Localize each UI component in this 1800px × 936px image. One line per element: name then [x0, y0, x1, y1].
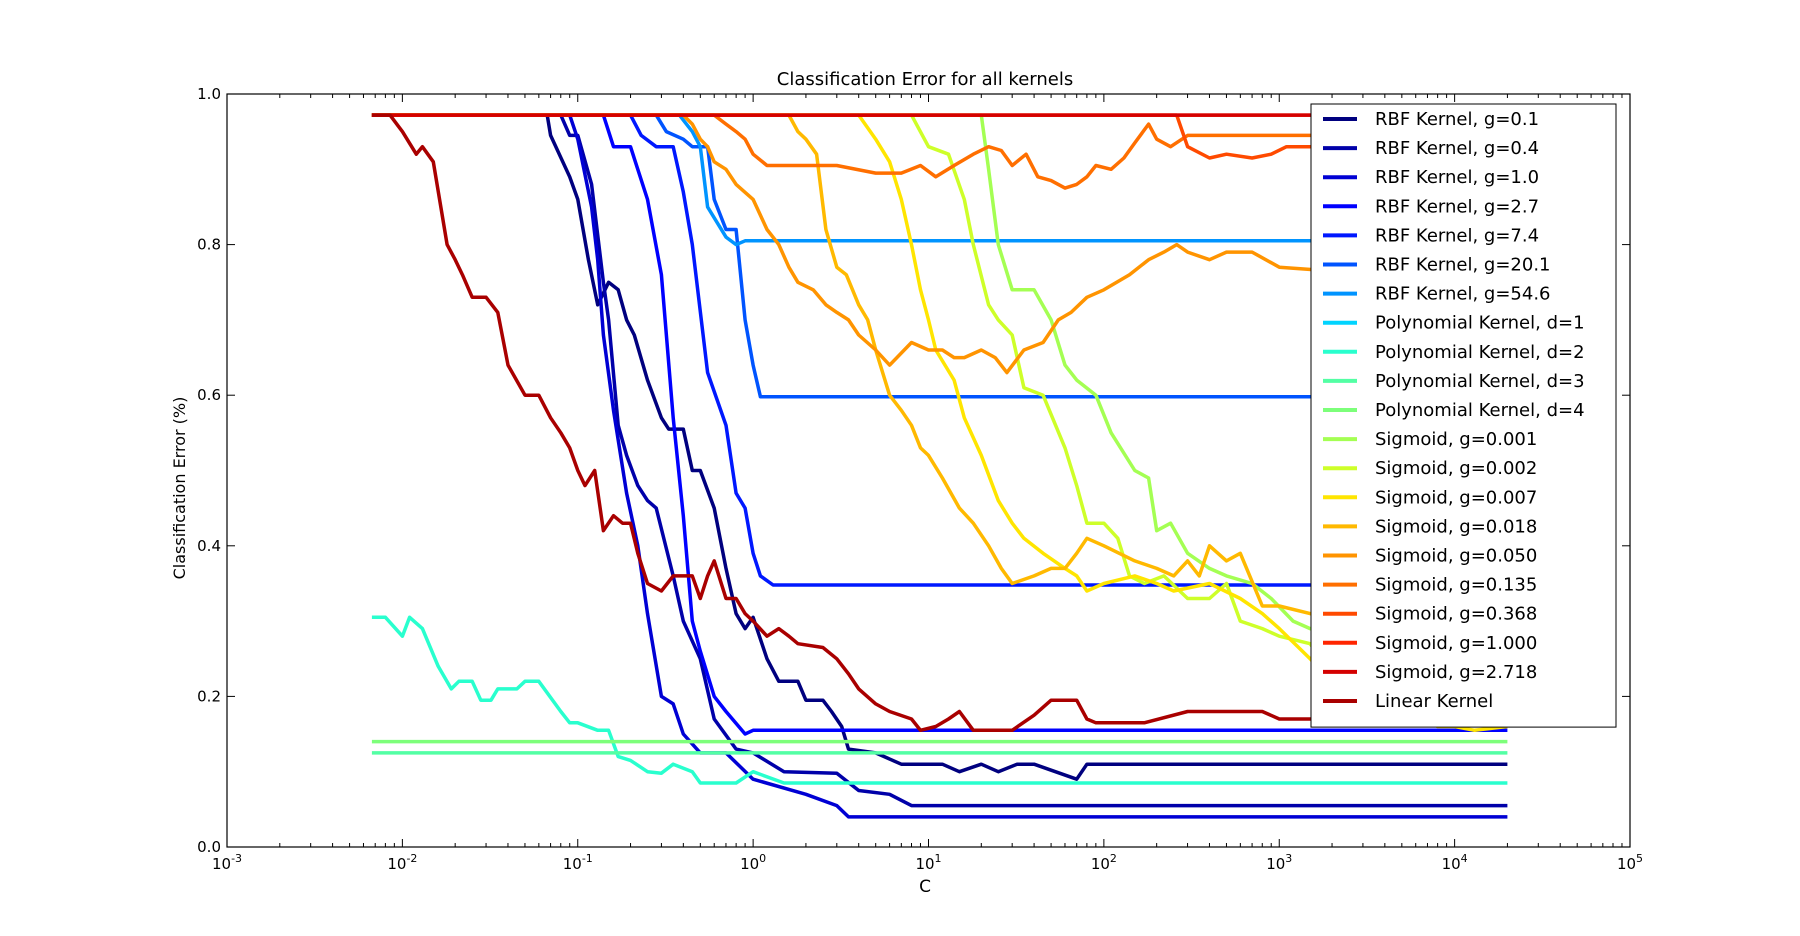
legend-label: Polynomial Kernel, d=1: [1375, 313, 1585, 334]
x-tick-label: 102: [1091, 852, 1117, 873]
legend-label: RBF Kernel, g=2.7: [1375, 196, 1539, 217]
y-tick-label: 0.6: [197, 386, 221, 404]
y-tick-label: 0.8: [197, 236, 221, 254]
legend-label: Linear Kernel: [1375, 691, 1493, 712]
legend-label: Sigmoid, g=0.368: [1375, 604, 1537, 625]
legend-label: RBF Kernel, g=20.1: [1375, 255, 1551, 276]
legend-label: RBF Kernel, g=54.6: [1375, 284, 1551, 305]
y-tick-label: 1.0: [197, 85, 221, 103]
series-line-2: [371, 113, 1508, 819]
x-tick-label: 101: [915, 852, 941, 873]
x-tick-label: 104: [1442, 852, 1468, 873]
chart-title: Classification Error for all kernels: [777, 69, 1073, 90]
legend-label: Sigmoid, g=0.007: [1375, 487, 1537, 508]
legend-label: RBF Kernel, g=7.4: [1375, 225, 1539, 246]
series-line-16: [371, 113, 1508, 190]
x-tick-label: 105: [1617, 852, 1643, 873]
series-line-6: [371, 113, 1508, 247]
legend-label: Polynomial Kernel, d=2: [1375, 342, 1585, 363]
series-line-1: [371, 113, 1508, 808]
x-tick-label: 103: [1266, 852, 1292, 873]
x-tick-label: 10-3: [212, 852, 242, 873]
series-line-3: [371, 113, 1508, 736]
legend-box: [1310, 103, 1617, 728]
legend-label: Polynomial Kernel, d=3: [1375, 371, 1585, 392]
series-line-4: [371, 113, 1508, 587]
y-tick-label: 0.0: [197, 838, 221, 856]
legend: RBF Kernel, g=0.1 RBF Kernel, g=0.4 RBF Ke…: [1310, 103, 1617, 728]
legend-label: Sigmoid, g=0.135: [1375, 575, 1537, 596]
legend-label: Sigmoid, g=0.002: [1375, 458, 1537, 479]
series-line-8: [371, 615, 1508, 785]
legend-label: Polynomial Kernel, d=4: [1375, 400, 1585, 421]
legend-label: Sigmoid, g=1.000: [1375, 633, 1537, 654]
legend-label: RBF Kernel, g=0.1: [1375, 109, 1539, 130]
legend-label: RBF Kernel, g=1.0: [1375, 167, 1539, 188]
series-line-5: [371, 113, 1508, 399]
series-line-17: [371, 113, 1508, 160]
series-line-14: [371, 113, 1508, 620]
legend-label: Sigmoid, g=0.050: [1375, 546, 1537, 567]
y-tick-label: 0.4: [197, 537, 221, 555]
series-line-20: [371, 113, 1508, 733]
legend-label: RBF Kernel, g=0.4: [1375, 138, 1539, 159]
legend-label: Sigmoid, g=2.718: [1375, 662, 1537, 683]
legend-label: Sigmoid, g=0.018: [1375, 516, 1537, 537]
x-axis-label: C: [919, 877, 931, 897]
x-tick-label: 100: [740, 852, 766, 873]
legend-label: Sigmoid, g=0.001: [1375, 429, 1537, 450]
x-tick-label: 10-2: [387, 852, 417, 873]
y-axis-label: Classification Error (%): [170, 397, 189, 580]
y-tick-label: 0.2: [197, 687, 221, 705]
x-tick-label: 10-1: [563, 852, 593, 873]
series-line-15: [371, 113, 1508, 375]
